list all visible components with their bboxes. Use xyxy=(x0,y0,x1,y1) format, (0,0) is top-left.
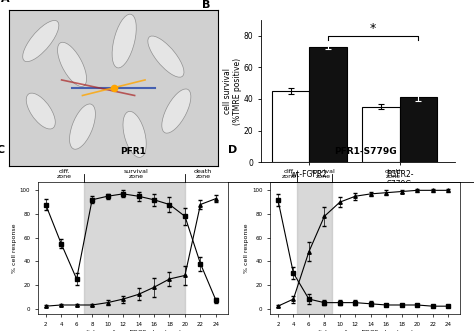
Text: survival
zone: survival zone xyxy=(311,168,336,179)
Text: survival
zone: survival zone xyxy=(124,168,149,179)
Ellipse shape xyxy=(26,93,55,129)
Ellipse shape xyxy=(70,104,95,149)
Ellipse shape xyxy=(162,89,191,133)
Bar xyxy=(84,182,185,314)
Y-axis label: cell survival
(%TMRE positive): cell survival (%TMRE positive) xyxy=(222,58,242,124)
Bar xyxy=(400,97,437,162)
Text: death
zone: death zone xyxy=(384,168,402,179)
Text: death
zone: death zone xyxy=(194,168,212,179)
Text: *: * xyxy=(370,22,376,35)
Title: PFR1: PFR1 xyxy=(120,147,146,156)
Point xyxy=(110,85,118,90)
Ellipse shape xyxy=(57,42,87,86)
Ellipse shape xyxy=(123,111,146,158)
Bar xyxy=(309,47,347,162)
Text: C: C xyxy=(0,145,4,155)
Ellipse shape xyxy=(148,36,184,77)
Bar xyxy=(297,182,332,314)
Bar xyxy=(272,91,309,162)
Title: PFR1-S779G: PFR1-S779G xyxy=(334,147,396,156)
Bar xyxy=(362,107,400,162)
Text: B: B xyxy=(202,0,211,11)
X-axis label: distance from PDGF-plug (mm): distance from PDGF-plug (mm) xyxy=(84,330,182,331)
X-axis label: distance from PDGF-plug (mm): distance from PDGF-plug (mm) xyxy=(316,330,414,331)
Y-axis label: % cell response: % cell response xyxy=(12,223,17,273)
Ellipse shape xyxy=(112,14,136,68)
Y-axis label: % cell response: % cell response xyxy=(244,223,249,273)
Text: diff.
zone: diff. zone xyxy=(282,168,297,179)
Text: A: A xyxy=(1,0,10,4)
Ellipse shape xyxy=(23,21,59,62)
Text: diff.
zone: diff. zone xyxy=(57,168,72,179)
Text: D: D xyxy=(228,145,238,155)
